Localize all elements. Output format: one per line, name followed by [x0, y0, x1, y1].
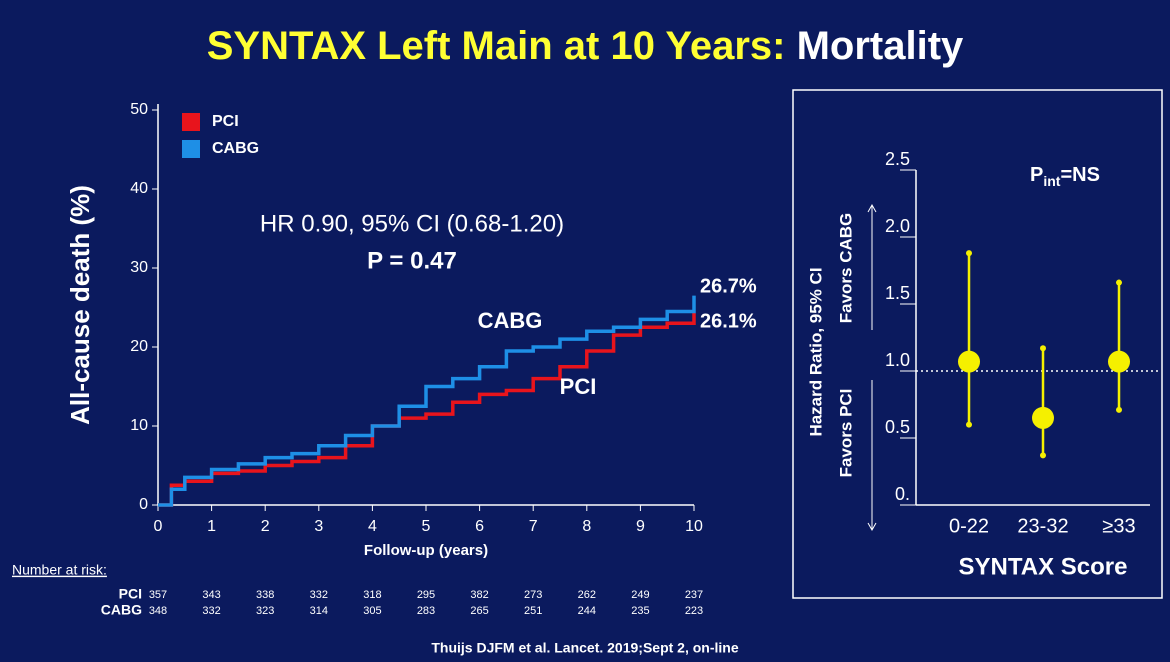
y-tick-label: 30 [130, 259, 148, 276]
error-cap [1040, 345, 1046, 352]
p-rest: =NS [1060, 164, 1099, 186]
risk-cell: 343 [202, 589, 220, 601]
risk-cell: 295 [417, 589, 435, 601]
risk-cell: 305 [363, 605, 381, 617]
annotation: HR 0.90, 95% CI (0.68-1.20) [260, 210, 564, 237]
km-curve [158, 313, 696, 507]
risk-cell: 314 [310, 605, 328, 617]
risk-row-label: PCI [119, 586, 142, 602]
legend-label: PCI [212, 113, 239, 130]
title-highlight: SYNTAX Left Main at 10 Years: [207, 24, 786, 68]
km-curve [158, 295, 696, 507]
risk-cell: 265 [470, 605, 488, 617]
legend-label: CABG [212, 140, 259, 157]
risk-row-label: CABG [101, 602, 142, 618]
x-tick-label: 5 [422, 518, 431, 535]
y-tick-label: 2.0 [885, 216, 910, 236]
x-tick-label: 1 [207, 518, 216, 535]
y-tick-label: 0. [895, 484, 910, 504]
risk-cell: 332 [202, 605, 220, 617]
x-tick-label: 9 [636, 518, 645, 535]
arrow-down [867, 380, 877, 532]
footer: Thuijs DJFM et al. Lancet. 2019;Sept 2, … [431, 640, 739, 656]
x-axis-label: Follow-up (years) [364, 542, 488, 559]
risk-cell: 237 [685, 589, 703, 601]
error-cap [1116, 406, 1122, 413]
y-tick-label: 0 [139, 496, 148, 513]
x-tick-label: ≥33 [1102, 515, 1135, 537]
x-tick-label: 2 [261, 518, 270, 535]
y-tick-label: 0.5 [885, 417, 910, 437]
y-tick-label: 20 [130, 338, 148, 355]
x-tick-label: 4 [368, 518, 377, 535]
y-axis-label: All-cause death (%) [65, 185, 95, 425]
error-cap [1040, 452, 1046, 459]
favors-upper: Favors CABG [836, 213, 855, 324]
x-tick-label: 0 [154, 518, 163, 535]
slide-title: SYNTAX Left Main at 10 Years: Mortality [207, 24, 964, 68]
risk-cell: 348 [149, 605, 167, 617]
risk-cell: 323 [256, 605, 274, 617]
curve-label: CABG [478, 308, 543, 333]
x-axis-label: SYNTAX Score [959, 553, 1128, 580]
end-label: 26.1% [700, 310, 757, 332]
y-tick-label: 10 [130, 417, 148, 434]
p-interaction: Pint=NS [1030, 164, 1100, 188]
error-cap [1116, 279, 1122, 286]
annotation: P = 0.47 [367, 247, 457, 274]
risk-cell: 235 [631, 605, 649, 617]
y-tick-label: 1.5 [885, 283, 910, 303]
x-tick-label: 8 [582, 518, 591, 535]
favors-lower: Favors PCI [836, 389, 855, 478]
y-tick-label: 40 [130, 180, 148, 197]
x-tick-label: 3 [314, 518, 323, 535]
title-rest: Mortality [797, 24, 964, 68]
risk-cell: 338 [256, 589, 274, 601]
risk-cell: 332 [310, 589, 328, 601]
x-tick-label: 10 [685, 518, 703, 535]
risk-cell: 244 [578, 605, 596, 617]
risk-cell: 251 [524, 605, 542, 617]
x-tick-label: 6 [475, 518, 484, 535]
risk-cell: 382 [470, 589, 488, 601]
risk-cell: 249 [631, 589, 649, 601]
end-label: 26.7% [700, 275, 757, 297]
risk-cell: 273 [524, 589, 542, 601]
x-tick-label: 23-32 [1017, 515, 1068, 537]
risk-cell: 223 [685, 605, 703, 617]
y-axis-label: Hazard Ratio, 95% CI [806, 267, 825, 436]
arrow-up [867, 203, 877, 330]
y-tick-label: 50 [130, 101, 148, 118]
curve-label: PCI [560, 374, 597, 399]
error-cap [966, 421, 972, 428]
risk-cell: 283 [417, 605, 435, 617]
risk-cell: 262 [578, 589, 596, 601]
p-sub: int [1043, 173, 1060, 189]
risk-cell: 357 [149, 589, 167, 601]
risk-title: Number at risk: [12, 562, 107, 578]
x-tick-label: 7 [529, 518, 538, 535]
p-main: P [1030, 164, 1043, 186]
y-tick-label: 2.5 [885, 149, 910, 169]
legend-swatch [182, 140, 200, 158]
error-cap [966, 250, 972, 257]
point [958, 350, 980, 373]
risk-cell: 318 [363, 589, 381, 601]
legend-swatch [182, 113, 200, 131]
y-tick-label: 1.0 [885, 350, 910, 370]
panel-border [792, 89, 1163, 599]
point [1108, 350, 1130, 373]
x-tick-label: 0-22 [949, 515, 989, 537]
point [1032, 406, 1054, 429]
